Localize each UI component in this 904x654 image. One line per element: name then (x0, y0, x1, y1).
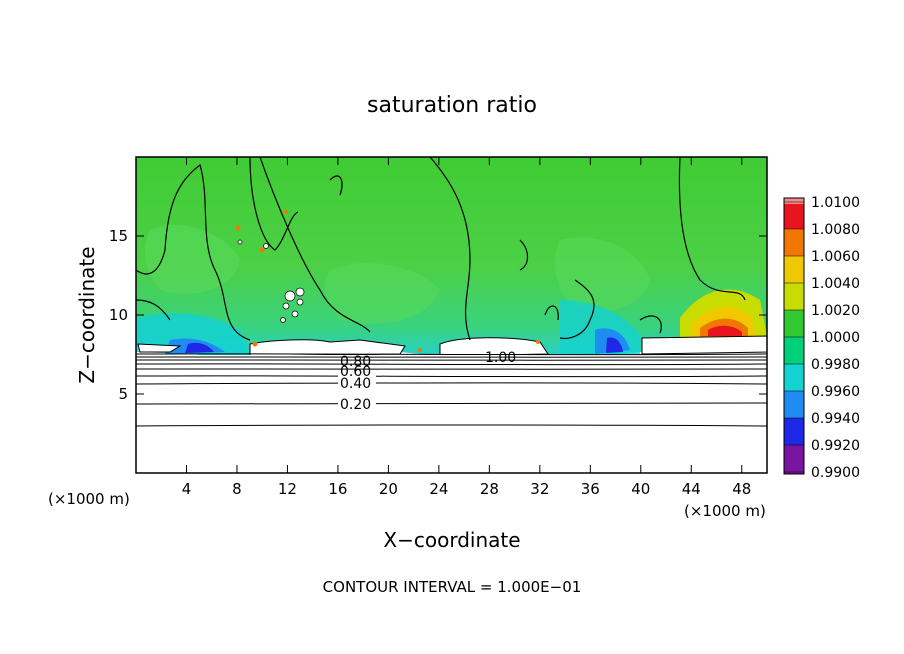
colorbar-label: 1.0100 (811, 195, 860, 211)
z-tick-label: 5 (118, 385, 128, 403)
colorbar-label: 1.0040 (811, 276, 860, 292)
colorbar-label: 0.9920 (811, 438, 860, 454)
colorbar: 1.0100 1.0080 1.0060 1.0040 1.0020 1.0000 0.99… (783, 195, 860, 481)
chart-title: saturation ratio (367, 93, 537, 118)
cloud-free-bands (137, 335, 767, 357)
x-tick-label: 16 (328, 480, 347, 498)
x-tick-label: 20 (379, 480, 398, 498)
colorbar-swatch (784, 391, 804, 418)
colorbar-label: 1.0080 (811, 222, 860, 238)
contour-label-1.00: 1.00 (485, 350, 516, 366)
contour-interval-footer: CONTOUR INTERVAL = 1.000E−01 (323, 578, 582, 596)
moist-zone (708, 325, 742, 336)
colorbar-swatch (784, 445, 804, 472)
x-tick-label: 32 (530, 480, 549, 498)
dry-zone (185, 342, 214, 353)
x-tick-label: 36 (581, 480, 600, 498)
x-tick-label: 44 (682, 480, 701, 498)
colorbar-swatch (784, 364, 804, 391)
level-contours (136, 353, 767, 427)
colorbar-swatch (784, 418, 804, 445)
colorbar-label: 1.0060 (811, 249, 860, 265)
contour-label-0.80: 0.80 (340, 354, 371, 370)
contour-label-0.20: 0.20 (340, 397, 371, 413)
plot-area: 0.20 0.40 0.60 0.80 1.00 (135, 156, 768, 474)
x-tick-label: 28 (480, 480, 499, 498)
x-axis-label: X−coordinate (383, 528, 520, 552)
x-tick-label: 48 (732, 480, 751, 498)
x-tick-label: 12 (278, 480, 297, 498)
colorbar-label: 1.0020 (811, 303, 860, 319)
x-tick-label: 24 (429, 480, 448, 498)
colorbar-swatch (784, 256, 804, 283)
field-contours (136, 157, 746, 341)
x-unit-left: (×1000 m) (48, 490, 130, 508)
z-axis-label: Z−coordinate (75, 246, 99, 383)
colorbar-swatch (784, 198, 804, 204)
x-tick-label: 8 (232, 480, 242, 498)
cloud-specks (237, 239, 305, 323)
x-axis-ticks: 4 8 12 16 20 24 28 32 36 40 44 48 (182, 157, 751, 498)
colorbar-swatch (784, 310, 804, 337)
colorbar-swatch (784, 468, 804, 474)
colorbar-swatch (784, 283, 804, 310)
contour-label-0.40: 0.40 (340, 376, 371, 392)
dry-zone (606, 337, 623, 353)
contour-label-0.60: 0.60 (340, 364, 371, 380)
colorbar-label: 0.9960 (811, 384, 860, 400)
colorbar-swatch (784, 202, 804, 229)
colorbar-label: 1.0000 (811, 330, 860, 346)
x-tick-label: 4 (182, 480, 192, 498)
field-patch (144, 224, 240, 294)
colorbar-label: 0.9980 (811, 357, 860, 373)
colorbar-label: 0.9900 (811, 465, 860, 481)
colorbar-label: 0.9940 (811, 411, 860, 427)
field-patch (554, 237, 650, 312)
moist-specks (235, 210, 540, 352)
contour-labels: 0.20 0.40 0.60 0.80 1.00 (338, 350, 516, 413)
field-patch (324, 262, 440, 324)
colorbar-frame (783, 197, 805, 475)
z-tick-label: 15 (109, 227, 128, 245)
x-tick-label: 40 (631, 480, 650, 498)
colorbar-swatch (784, 337, 804, 364)
z-tick-label: 10 (109, 306, 128, 324)
x-unit-right: (×1000 m) (684, 502, 766, 520)
colorbar-swatch (784, 229, 804, 256)
z-axis-ticks: 5 10 15 (109, 227, 767, 403)
dry-layer (136, 355, 767, 473)
